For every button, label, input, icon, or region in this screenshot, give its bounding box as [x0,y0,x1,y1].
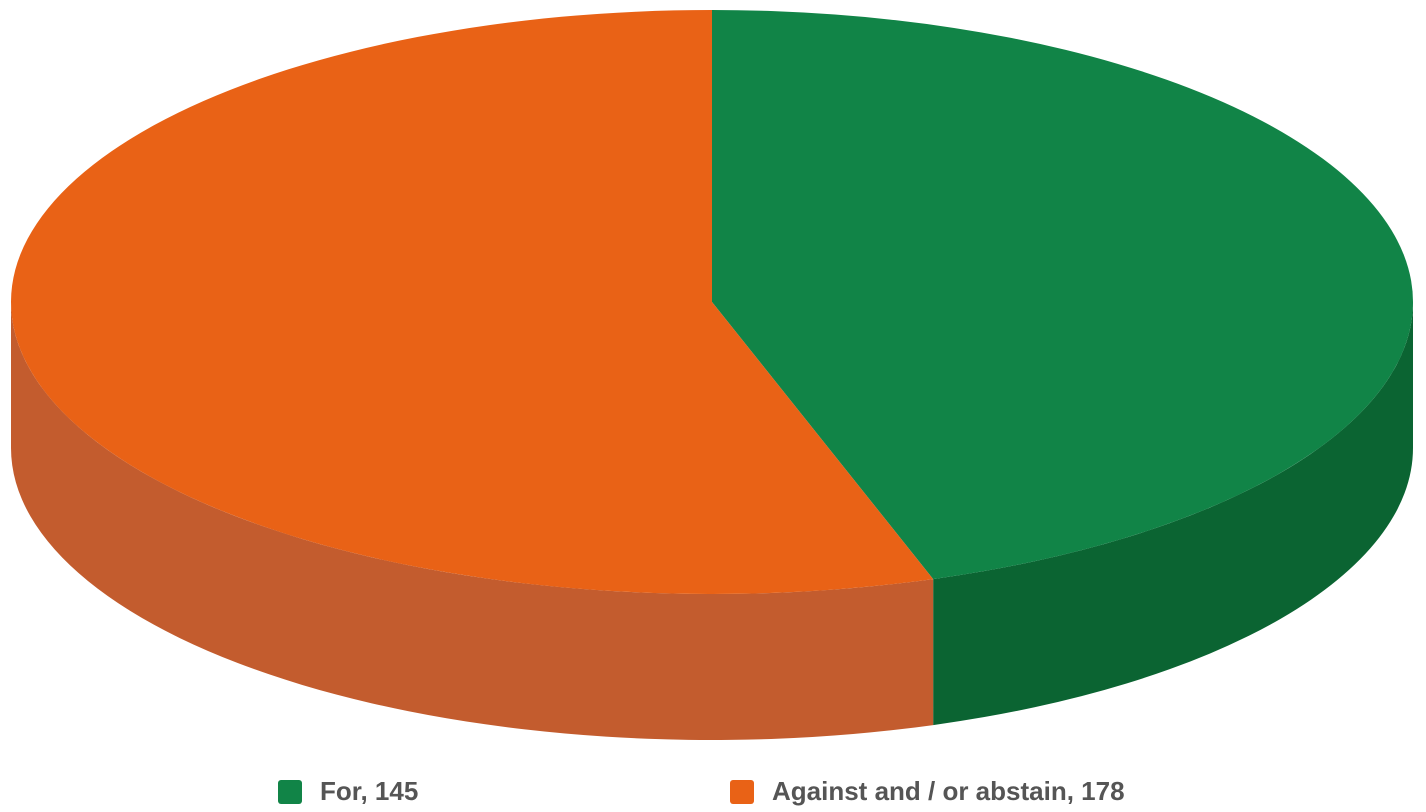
legend: For, 145 Against and / or abstain, 178 [0,776,1426,808]
legend-label-for: For, 145 [320,776,419,806]
legend-label-against: Against and / or abstain, 178 [772,776,1125,806]
pie-tops [10,10,1413,594]
pie-sides [11,302,1413,740]
legend-item-against: Against and / or abstain, 178 [730,776,1125,807]
pie-slice-against-and-or-abstain [10,10,934,594]
pie-slice-for [712,10,1413,580]
pie-side-against-and-or-abstain [11,302,934,740]
pie-side-for [933,302,1413,726]
legend-item-for: For, 145 [278,776,418,807]
legend-swatch-against [730,779,754,804]
legend-swatch-for [278,779,302,804]
